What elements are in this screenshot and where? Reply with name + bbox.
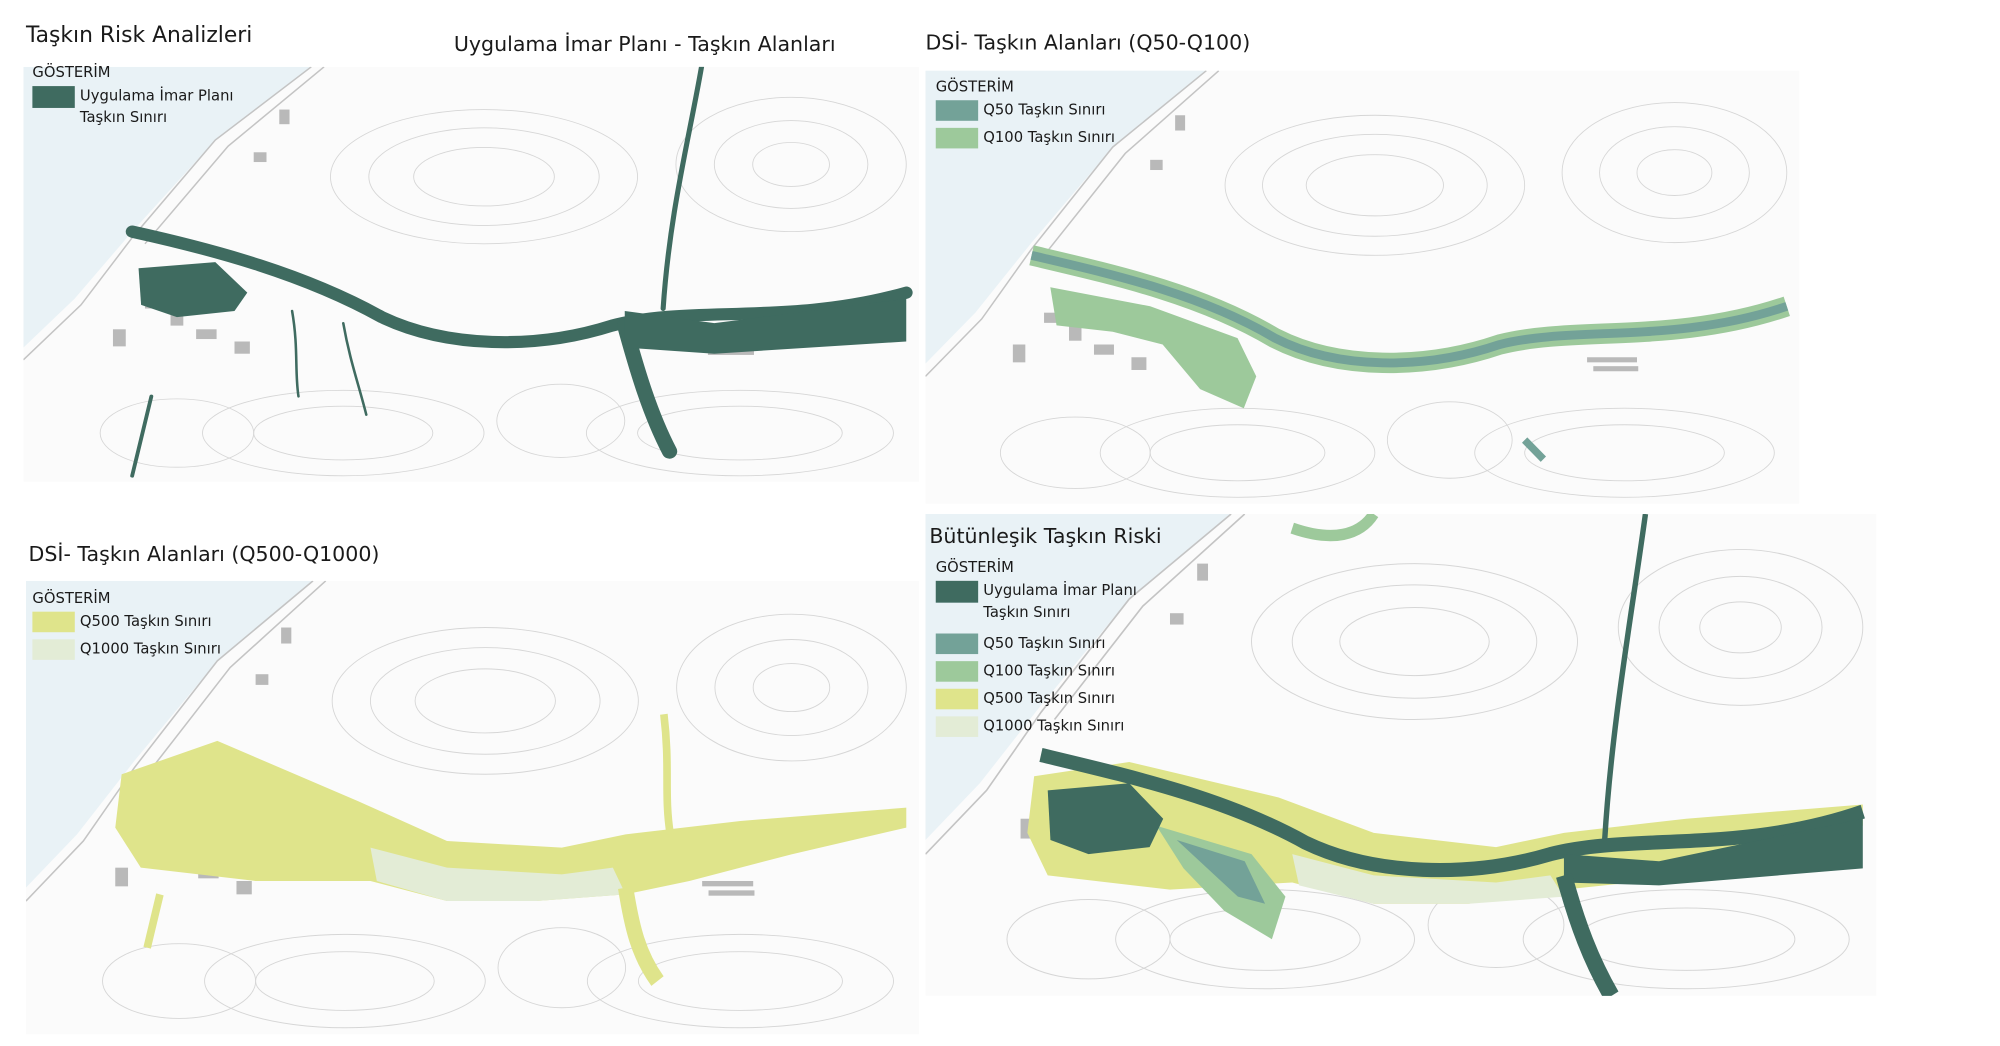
- panel-title: Bütünleşik Taşkın Riski: [929, 524, 1161, 548]
- map-panel: [23, 66, 919, 482]
- legend-heading: GÖSTERİM: [936, 558, 1014, 576]
- legend-heading: GÖSTERİM: [936, 77, 1014, 95]
- panel-title: Uygulama İmar Planı - Taşkın Alanları: [454, 31, 836, 56]
- legend-swatch: [935, 688, 979, 710]
- legend-label: Taşkın Sınırı: [982, 604, 1070, 621]
- legend-label: Q100 Taşkın Sınırı: [983, 129, 1115, 146]
- legend-swatch: [32, 639, 75, 660]
- legend-label: Q1000 Taşkın Sınırı: [80, 641, 221, 658]
- legend-label: Q1000 Taşkın Sınırı: [983, 718, 1124, 735]
- map-panel: [925, 514, 1876, 996]
- legend-label: Q100 Taşkın Sınırı: [983, 662, 1115, 679]
- legend-swatch: [935, 127, 979, 149]
- legend-heading: GÖSTERİM: [32, 589, 110, 607]
- legend-swatch: [32, 611, 75, 633]
- legend-swatch: [935, 580, 979, 603]
- panel-title: DSİ- Taşkın Alanları (Q500-Q1000): [29, 541, 380, 566]
- sheet-title: Taşkın Risk Analizleri: [25, 23, 252, 48]
- legend-heading: GÖSTERİM: [32, 63, 110, 81]
- legend-swatch: [935, 716, 979, 737]
- legend-swatch: [935, 100, 979, 121]
- legend-label: Q50 Taşkın Sınırı: [983, 102, 1105, 119]
- legend-label: Q500 Taşkın Sınırı: [80, 613, 212, 630]
- legend-label: Q500 Taşkın Sınırı: [983, 690, 1115, 707]
- legend-swatch: [935, 633, 979, 655]
- map-panel: [26, 581, 919, 1035]
- legend-label: Taşkın Sınırı: [79, 109, 167, 126]
- legend-swatch: [935, 661, 979, 682]
- legend-label: Q50 Taşkın Sınırı: [983, 635, 1105, 652]
- map-panel: [925, 71, 1799, 504]
- legend-label: Uygulama İmar Planı: [983, 581, 1137, 599]
- legend-swatch: [32, 86, 75, 108]
- legend-label: Uygulama İmar Planı: [80, 86, 234, 104]
- panel-title: DSİ- Taşkın Alanları (Q50-Q100): [925, 30, 1250, 55]
